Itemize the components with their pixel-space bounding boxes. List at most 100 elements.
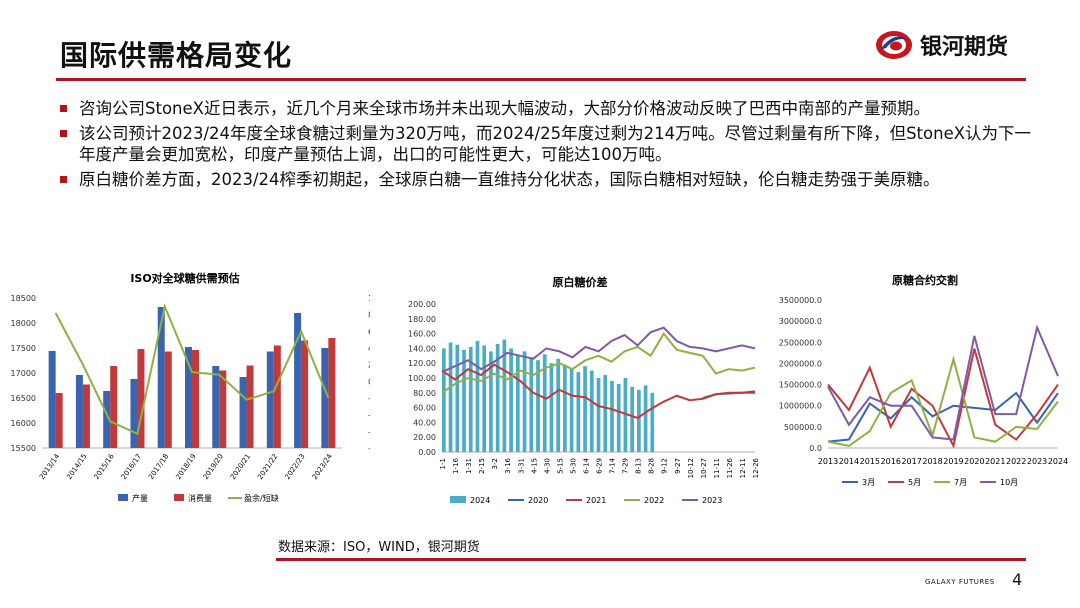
x-tick-label: 2016/17 [120,453,143,481]
y-tick-label: 20.00 [413,433,436,442]
x-tick-label: 5-15 [556,458,564,474]
y-tick-label: 2000000.0 [779,359,822,368]
y2-tick-label: 200 [368,361,370,370]
bar-2024 [502,339,507,452]
y-tick-label: 120.00 [408,359,436,368]
bar-consumption [55,393,63,448]
x-tick-label: 2018/19 [174,453,197,481]
bullet-marker [60,176,67,183]
line-5月 [827,348,1059,449]
bullet-item: 咨询公司StoneX近日表示，近几个月来全球市场并未出现大幅波动，大部分价格波动… [60,98,1040,119]
y2-tick-label: 400 [368,344,370,353]
chart-title: ISO对全球糖供需预估 [130,271,239,285]
bar-consumption [164,351,172,448]
bar-2024 [489,351,493,452]
x-tick-label: 8-13 [635,458,643,474]
bar-2024 [643,385,648,452]
raw-white-spread-chart: 原白糖价差 0.00 20.00 40.00 60.00 80.00 100.00 120.0… [408,275,760,505]
raw-sugar-delivery-chart: 原糖合约交割 0.0 500000.0 1000000.0 1500000.0 20000… [779,273,1068,487]
y-tick-label: 0.00 [418,448,436,457]
bar-2024 [549,363,554,452]
chart-title: 原白糖价差 [553,275,608,289]
x-tick-label: 2014/15 [65,453,88,481]
brand-logo: 银河期货 [874,28,1008,62]
legend-label: 2022 [644,496,664,505]
x-tick-label: 10-27 [700,458,708,478]
line-2021 [441,363,755,420]
footer-brand: GALAXY FUTURES [925,578,995,586]
y-tick-label: 2500000.0 [779,338,822,347]
bar-2024 [563,364,567,452]
bar-2024 [536,360,540,452]
y-tick-label: 17500 [11,344,36,353]
legend-swatch [174,494,184,501]
x-tick-label: 2020 [964,457,984,466]
iso-supply-demand-chart: ISO对全球糖供需预估 15500 16000 16500 17000 17500 1800… [11,271,370,503]
x-tick-label: 1-16 [452,457,460,473]
x-tick-label: 2-15 [478,458,486,474]
bar-2024 [650,392,655,452]
x-tick-label: 2020/21 [229,453,252,481]
bar-consumption [273,345,281,448]
y-tick-label: 80.00 [413,389,436,398]
bar-consumption [301,340,309,448]
bar-2024 [522,351,527,452]
y-tick-label: 18000 [11,319,36,328]
bar-consumption [219,370,227,448]
bar-2024 [475,341,480,452]
line-surplus [54,302,330,436]
legend-label: 2024 [470,496,490,505]
x-tick-label: 10-12 [687,458,695,478]
bar-2024 [610,380,614,452]
line-2023 [441,326,756,373]
legend-swatch [450,496,466,503]
x-tick-label: 2018 [922,457,942,466]
bar-production [130,379,138,448]
y-tick-label: 16000 [11,419,36,428]
x-tick-label: 7-29 [622,458,630,474]
bar-2024 [442,348,446,452]
x-tick-label: 2021/22 [256,453,279,481]
bar-2024 [542,354,547,452]
y2-tick-label: -200 [368,394,370,403]
x-tick-label: 2016 [881,457,901,466]
bar-production [185,347,192,448]
x-tick-label: 2017/18 [147,453,170,481]
x-tick-label: 2023 [1027,457,1047,466]
bar-consumption [246,365,254,448]
legend-label: 7月 [954,478,967,487]
bar-production [103,391,111,448]
bar-consumption [137,349,145,448]
x-tick-label: 3-16 [504,457,512,473]
y-tick-label: 100.00 [408,374,436,383]
bar-2024 [630,386,634,452]
y-tick-label: 0.0 [809,444,822,453]
y-tick-label: 17000 [11,369,36,378]
bar-2024 [576,372,581,452]
y-tick-label: 500000.0 [784,423,822,432]
x-tick-label: 2015 [860,457,880,466]
y-tick-label: 60.00 [413,404,436,413]
page-title: 国际供需格局变化 [60,39,293,72]
bar-2024 [455,344,460,452]
bar-consumption [328,338,336,448]
legend-label: 3月 [862,478,875,487]
legend-label: 2020 [528,496,548,505]
bar-2024 [448,342,453,452]
x-tick-label: 6-14 [582,457,590,473]
y2-tick-label: -800 [368,444,370,453]
x-tick-label: 2022 [1006,457,1026,466]
legend-label: 产量 [132,493,148,503]
x-tick-label: 2022/23 [283,453,306,481]
bar-2024 [495,343,500,452]
bar-2024 [637,389,641,452]
bar-production [239,377,247,448]
page-number: 4 [1012,570,1023,589]
x-tick-label: 2015/16 [93,452,117,481]
bar-production [266,351,274,448]
x-tick-label: 2019 [943,457,963,466]
bar-consumption [82,384,90,448]
x-tick-label: 7-14 [609,457,617,473]
title-divider [56,78,1026,81]
x-tick-label: 6-29 [596,458,604,474]
